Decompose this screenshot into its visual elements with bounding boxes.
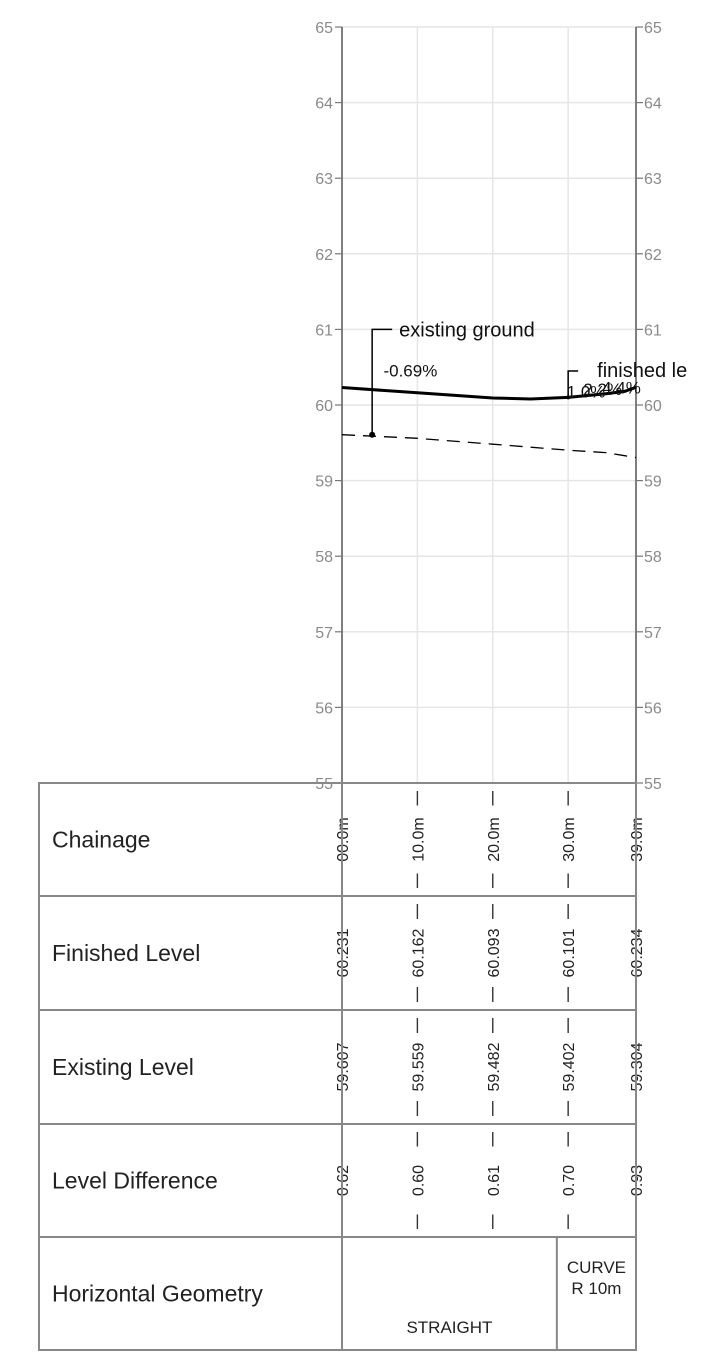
y-tick-label-right: 61 [644,322,662,339]
table-cell-value: 00.0m [335,817,352,861]
table-cell-value: 60.162 [410,928,427,977]
table-cell-value: 60.093 [486,928,503,977]
finished-level-marker [566,395,571,400]
table-cell-value: 60.101 [561,928,578,977]
table-cell-value: 0.62 [335,1165,352,1196]
existing-ground-line [341,434,637,459]
table-cell-value: 20.0m [486,817,503,861]
table-row-label: Finished Level [52,940,200,966]
y-tick-label-left: 56 [315,700,333,717]
table-cell-value: 59.402 [561,1042,578,1091]
table-cell-value: 0.70 [561,1165,578,1196]
grade-label: 1.0% [567,382,606,401]
table-row-label: Chainage [52,827,150,853]
y-tick-label-left: 57 [315,625,333,642]
existing-ground-leader [371,328,393,435]
y-tick-label-left: 65 [315,20,333,37]
table-cell-value: 39.0m [629,817,646,861]
grid-layer [342,26,636,784]
table-cell-value: 0.93 [629,1165,646,1196]
y-tick-label-right: 58 [644,549,662,566]
geometry-curve-label: CURVE R 10m [567,1258,626,1298]
y-tick-label-left: 58 [315,549,333,566]
y-tick-label-left: 55 [315,776,333,793]
table-cell-value: 59.607 [335,1042,352,1091]
y-tick-label-right: 62 [644,247,662,264]
y-tick-label-right: 56 [644,700,662,717]
table-row-label: Existing Level [52,1054,194,1080]
y-tick-label-left: 63 [315,171,333,188]
y-tick-label-left: 61 [315,322,333,339]
existing-ground-marker [369,431,376,438]
table-cell-value: 60.234 [629,928,646,977]
table-cell-value: 60.231 [335,928,352,977]
existing-ground-label: existing ground [399,319,535,341]
geometry-straight-label: STRAIGHT [406,1318,492,1337]
y-tick-label-left: 59 [315,474,333,491]
finished-level-line [341,385,637,401]
profile-table: Chainage 00.0m 10.0m 20.0m 30.0m 39.0m Finishe… [38,782,646,1351]
finished-level-label: finished le [597,360,687,382]
y-tick-label-right: 60 [644,398,662,415]
y-tick-label-right: 57 [644,625,662,642]
tick-layer: 55 55 56 56 57 57 58 58 59 59 60 60 61 61 62 62 63 63 64 64… [315,20,662,793]
grade-label: 4.4% [602,379,641,398]
table-cell-value: 0.61 [486,1165,503,1196]
y-tick-label-right: 65 [644,20,662,37]
y-tick-label-left: 64 [315,96,333,113]
table-cell-value: 59.304 [629,1042,646,1091]
grade-label: -0.69% [383,361,437,380]
table-cell-value: 59.559 [410,1042,427,1091]
y-tick-label-left: 60 [315,398,333,415]
y-tick-label-left: 62 [315,247,333,264]
y-tick-label-right: 63 [644,171,662,188]
finished-level-leader [567,370,579,398]
table-cell-value: 0.60 [410,1165,427,1196]
table-cell-value: 10.0m [410,817,427,861]
table-cell-value: 30.0m [561,817,578,861]
table-row-label: Horizontal Geometry [52,1281,263,1307]
y-tick-label-right: 55 [644,776,662,793]
table-row-label: Level Difference [52,1168,218,1194]
y-tick-label-right: 64 [644,96,662,113]
table-cell-value: 59.482 [486,1042,503,1091]
annotation-layer: existing ground finished le -0.69% 1.0%2.2%… [369,319,687,438]
series-layer [341,385,637,459]
y-tick-label-right: 59 [644,474,662,491]
grade-label: 2.2% [583,380,622,399]
